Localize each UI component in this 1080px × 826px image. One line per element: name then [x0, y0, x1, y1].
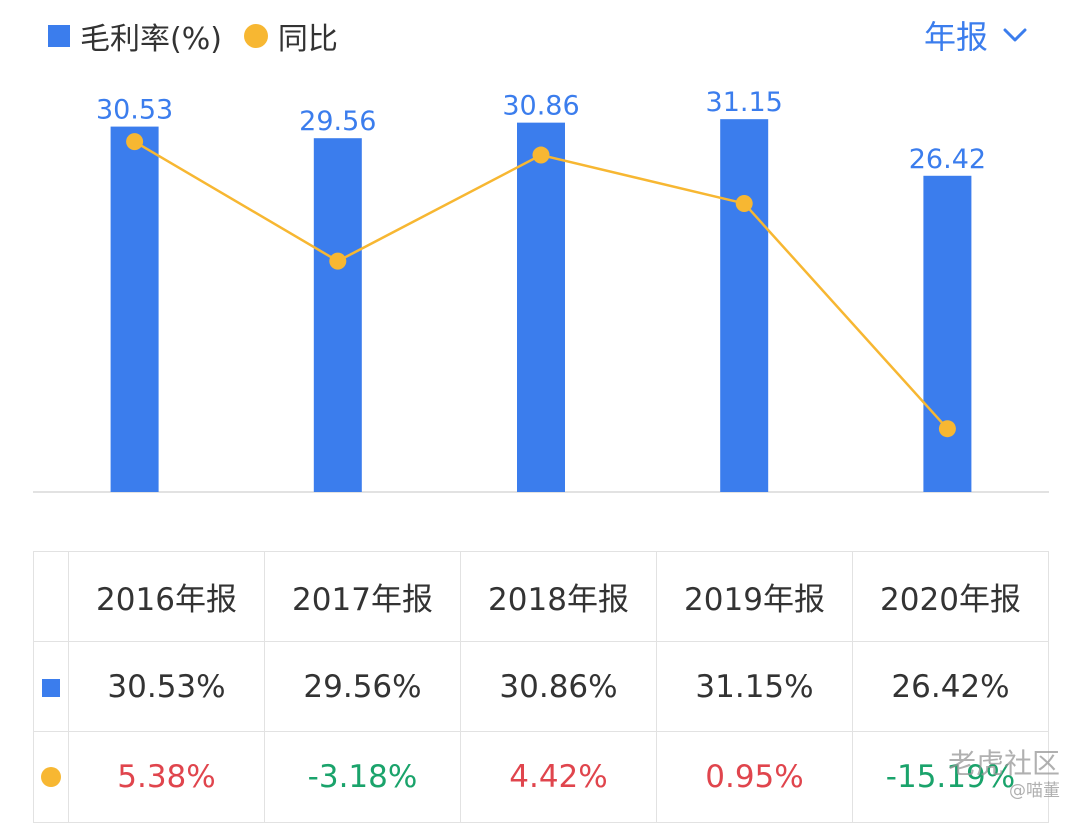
yoy-point-2020年报 [938, 420, 956, 438]
table-cell: -15.19% [852, 731, 1049, 823]
margin-marker-icon [42, 678, 60, 697]
chevron-down-icon [1003, 28, 1027, 42]
table-cell: 4.42% [460, 731, 657, 823]
table-header-cell: 2019年报 [656, 551, 853, 642]
period-selector[interactable]: 年报 [924, 12, 1028, 58]
bar-2020年报 [923, 175, 972, 492]
legend-bar-swatch [48, 25, 70, 47]
watermark-author: @喵董 [1009, 781, 1060, 801]
bar-value-label: 29.56 [299, 106, 376, 137]
chart-legend: 毛利率(%) 同比 [48, 14, 338, 58]
table-header-cell: 2016年报 [68, 551, 265, 642]
yoy-marker-icon [41, 767, 61, 787]
table-cell: 30.53% [68, 641, 265, 732]
bar-value-label: 26.42 [909, 144, 986, 175]
table-row-yoy: 5.38% -3.18% 4.42% 0.95% -15.19% [33, 731, 1049, 823]
bar-2018年报 [517, 122, 565, 492]
legend-dot-label: 同比 [277, 22, 338, 57]
bar-value-label: 31.15 [706, 87, 783, 118]
bar-value-label: 30.53 [96, 95, 173, 126]
yoy-point-2017年报 [329, 252, 347, 270]
table-corner-cell [33, 551, 69, 642]
watermark: 老虎社区 @喵董 [948, 748, 1060, 802]
table-header-cell: 2017年报 [264, 551, 461, 642]
period-selector-label: 年报 [923, 18, 988, 56]
bar-value-label: 30.86 [502, 91, 579, 122]
bar-2017年报 [313, 138, 362, 493]
yoy-point-2018年报 [532, 146, 550, 164]
bar-2019年报 [720, 119, 769, 493]
table-cell: 30.86% [460, 641, 657, 732]
table-header-cell: 2018年报 [460, 551, 657, 642]
legend-dot-swatch [243, 24, 268, 48]
bar-2016年报 [110, 126, 159, 493]
table-row-key [33, 731, 69, 823]
yoy-point-2016年报 [126, 133, 144, 151]
table-cell: 31.15% [656, 641, 853, 732]
table-row-margin: 30.53% 29.56% 30.86% 31.15% 26.42% [33, 641, 1049, 732]
table-cell: 5.38% [68, 731, 265, 823]
table-header-cell: 2020年报 [852, 551, 1049, 642]
table-cell: 26.42% [852, 641, 1049, 732]
table-row-key [33, 641, 69, 732]
table-cell: 0.95% [656, 731, 853, 823]
margin-chart: 30.53 29.56 30.86 31.15 26.42 [33, 87, 1049, 493]
table-header-row: 2016年报 2017年报 2018年报 2019年报 2020年报 [33, 551, 1049, 642]
legend-bar-label: 毛利率(%) [80, 22, 222, 57]
data-table: 2016年报 2017年报 2018年报 2019年报 2020年报 30.53… [33, 551, 1049, 823]
watermark-title: 老虎社区 [947, 747, 1060, 780]
table-cell: -3.18% [264, 731, 461, 823]
table-cell: 29.56% [264, 641, 461, 732]
yoy-point-2019年报 [735, 194, 753, 212]
